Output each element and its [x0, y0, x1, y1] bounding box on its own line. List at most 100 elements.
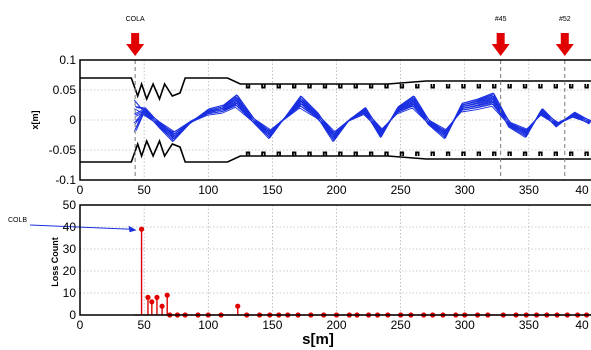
aperture-tooth: [445, 151, 451, 156]
aperture-tooth: [384, 84, 389, 89]
aperture-tooth: [492, 151, 497, 156]
aperture-tooth: [430, 84, 435, 89]
aperture-tooth: [584, 151, 589, 156]
marker-arrow: [555, 33, 574, 56]
aperture-tooth: [322, 84, 328, 89]
loss-grid: [80, 205, 591, 315]
aperture-tooth: [538, 84, 543, 89]
y-tick-label: 0.1: [59, 53, 76, 67]
aperture-tooth: [399, 84, 405, 89]
aperture-tooth: [399, 151, 405, 156]
x-tick-label: 40: [575, 318, 589, 332]
aperture-tooth: [538, 151, 543, 156]
marker-label: COLA: [126, 16, 145, 23]
x-tick-label: 350: [519, 318, 539, 332]
x-tick-label: 50: [137, 318, 151, 332]
loss-point: [149, 299, 155, 305]
x-tick-label: 300: [455, 183, 475, 197]
x-tick-label: 250: [391, 183, 411, 197]
orbit-trajectory: [133, 97, 590, 140]
aperture-tooth: [476, 84, 482, 89]
aperture-tooth: [322, 151, 328, 156]
aperture-tooth: [507, 151, 512, 156]
x-tick-label: 200: [326, 318, 346, 332]
aperture-tooth: [569, 84, 574, 89]
aperture-tooth: [492, 84, 497, 89]
aperture-tooth: [445, 84, 451, 89]
aperture-tooth: [553, 151, 558, 156]
y-tick-label: 0: [69, 308, 76, 322]
x-tick-label: 40: [575, 183, 589, 197]
aperture-tooth: [522, 151, 528, 156]
aperture-tooth: [368, 151, 374, 156]
aperture-tooth: [261, 151, 266, 156]
aperture-tooth: [415, 84, 420, 89]
aperture-tooth: [353, 84, 358, 89]
aperture-tooth: [338, 84, 343, 89]
marker-label: #52: [559, 16, 571, 23]
loss-point: [138, 226, 145, 232]
aperture-tooth: [476, 151, 482, 156]
x-tick-label: 0: [77, 318, 84, 332]
loss-point: [159, 303, 165, 309]
loss-point: [235, 303, 241, 309]
aperture-upper: [80, 77, 591, 102]
y-tick-label: 50: [63, 198, 77, 212]
aperture-tooth: [507, 84, 512, 89]
x-tick-label: 50: [137, 183, 151, 197]
marker-label: #45: [495, 16, 507, 23]
colb-label: COLB: [8, 217, 27, 224]
aperture-tooth: [553, 84, 558, 89]
y-tick-label: 40: [63, 220, 77, 234]
marker-arrow: [491, 33, 510, 56]
x-tick-label: 150: [262, 318, 282, 332]
y-tick-label: 30: [63, 242, 77, 256]
aperture-lines: [80, 77, 591, 163]
orbit-plot-frame: [79, 59, 591, 181]
location-markers: COLA #45 #52: [126, 16, 574, 180]
loss-point: [145, 294, 151, 300]
aperture-tooth: [368, 84, 374, 89]
aperture-tooth: [569, 151, 574, 156]
orbit-panel: COLA #45 #52 0.1 0.05 0 -0.05 -0.1 0 50 100 150 20…: [30, 16, 591, 197]
aperture-tooth: [461, 84, 466, 89]
orbit-trajectory: [133, 94, 590, 142]
aperture-tooth: [384, 151, 389, 156]
x-tick-label: 150: [262, 183, 282, 197]
aperture-tooth: [584, 84, 589, 89]
y-tick-label: 0: [69, 113, 76, 127]
x-tick-label: 100: [198, 183, 218, 197]
x-tick-label: 350: [519, 183, 539, 197]
y-tick-label: 20: [63, 264, 77, 278]
loss-plot-frame: [79, 204, 591, 316]
marker-arrow: [126, 33, 145, 56]
y-tick-label: 10: [63, 286, 77, 300]
orbit-y-tick-labels: 0.1 0.05 0 -0.05 -0.1: [49, 53, 77, 187]
aperture-tooth: [307, 84, 312, 89]
aperture-tooth: [291, 151, 297, 156]
aperture-tooth: [291, 84, 297, 89]
orbit-x-tick-labels: 0 50 100 150 200 250 300 350 40: [77, 183, 589, 197]
y-tick-label: -0.1: [55, 173, 76, 187]
x-tick-label: 0: [77, 183, 84, 197]
loss-x-tick-labels: 0 50 100 150 200 250 300 350 40: [77, 318, 589, 332]
aperture-tooth: [261, 84, 266, 89]
aperture-tooth: [461, 151, 466, 156]
x-tick-label: 300: [455, 318, 475, 332]
aperture-tooth: [338, 151, 343, 156]
aperture-tooth: [353, 151, 358, 156]
aperture-tooth: [307, 151, 312, 156]
x-tick-label: 100: [198, 318, 218, 332]
aperture-tooth: [522, 84, 528, 89]
orbit-trajectories: [133, 92, 591, 142]
aperture-tooth: [276, 84, 281, 89]
y-tick-label: 0.05: [53, 83, 77, 97]
orbit-trajectory: [135, 92, 591, 142]
aperture-tooth: [415, 151, 420, 156]
orbit-y-axis-label: x[m]: [30, 110, 40, 129]
aperture-tooth: [245, 151, 251, 156]
loss-y-tick-labels: 50 40 30 20 10 0: [63, 198, 77, 322]
orbit-grid: [80, 60, 591, 180]
